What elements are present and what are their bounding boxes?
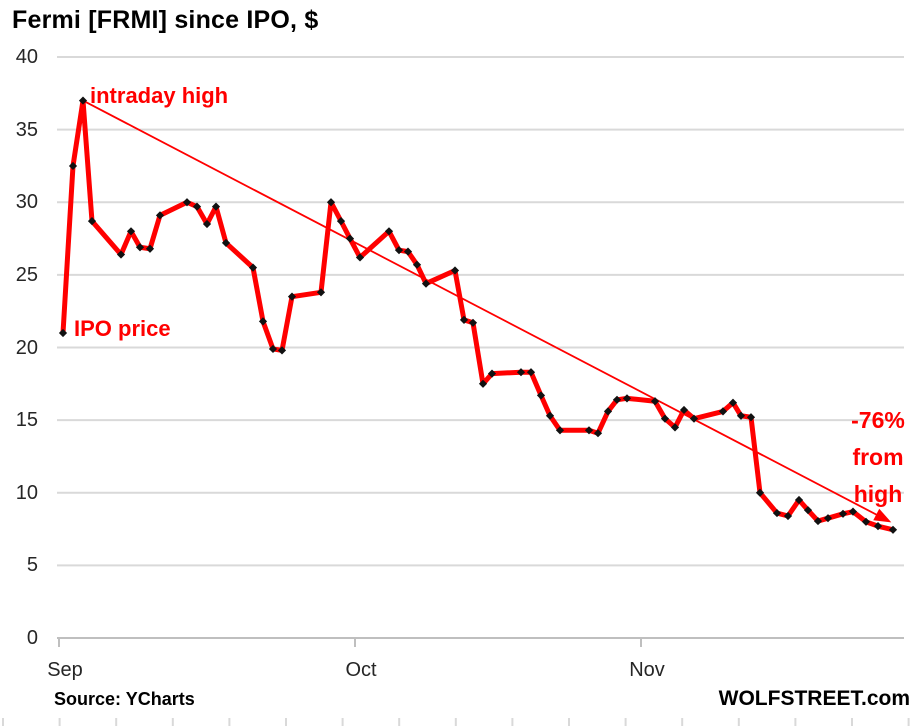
data-point-marker — [326, 198, 336, 207]
data-point-marker — [823, 514, 833, 523]
data-point-marker — [221, 238, 231, 248]
data-point-marker — [345, 234, 355, 243]
data-point-marker — [516, 368, 526, 377]
data-point-marker — [316, 288, 326, 297]
y-axis-label: 0 — [26, 627, 38, 649]
decline-high-line: high — [853, 481, 903, 507]
decline-from-line: from — [852, 444, 904, 470]
data-point-marker — [468, 318, 478, 327]
data-point-marker — [355, 253, 365, 262]
decline-pct-line: -76% — [851, 407, 905, 433]
y-axis-label: 5 — [26, 554, 38, 577]
data-point-marker — [772, 508, 782, 518]
data-point-marker — [873, 522, 883, 531]
price-line — [60, 98, 896, 533]
data-point-marker — [888, 525, 898, 534]
data-point-marker — [861, 517, 871, 526]
data-point-marker — [287, 292, 297, 301]
data-point-marker — [813, 516, 823, 526]
source-note: Source: YCharts — [54, 689, 195, 709]
data-point-marker — [126, 227, 136, 236]
data-point-marker — [277, 346, 287, 355]
y-axis-label: 20 — [15, 336, 38, 359]
data-point-marker — [116, 250, 126, 259]
data-point-marker — [182, 198, 192, 207]
data-point-marker — [211, 202, 221, 211]
x-axis-label: Sep — [47, 659, 83, 681]
data-point-marker — [403, 247, 413, 256]
data-point-marker — [78, 96, 88, 105]
wolfstreet-brand: WOLFSTREET.com — [718, 687, 910, 710]
data-point-marker — [670, 423, 680, 432]
data-point-marker — [145, 244, 155, 253]
data-point-marker — [794, 495, 804, 505]
chart-title: Fermi [FRMI] since IPO, $ — [12, 6, 319, 34]
y-axis-label: 35 — [15, 118, 38, 141]
data-point-marker — [155, 211, 165, 220]
ipo-price-annotation: IPO price — [74, 316, 171, 341]
data-point-marker — [58, 328, 68, 338]
data-point-marker — [412, 260, 422, 269]
data-point-marker — [87, 217, 97, 226]
data-point-marker — [803, 506, 813, 515]
y-axis-label: 40 — [15, 46, 38, 68]
data-point-marker — [584, 426, 594, 435]
data-point-marker — [394, 246, 404, 255]
data-point-marker — [202, 219, 212, 229]
decline-from-high-annotation: -76% from high — [841, 402, 915, 513]
data-point-marker — [68, 161, 78, 171]
y-axis-label: 30 — [15, 191, 38, 214]
data-point-marker — [478, 379, 488, 388]
x-axis-label: Oct — [345, 659, 377, 681]
trend-arrowhead — [873, 508, 892, 523]
x-axis-label: Nov — [629, 659, 665, 681]
data-point-marker — [487, 369, 497, 378]
data-point-marker — [421, 279, 431, 288]
data-point-marker — [135, 243, 145, 252]
data-point-marker — [450, 266, 460, 275]
y-axis-label: 10 — [15, 481, 38, 504]
data-point-marker — [838, 509, 848, 518]
data-point-marker — [593, 429, 603, 438]
data-point-marker — [783, 511, 793, 521]
y-axis-label: 15 — [15, 409, 38, 432]
data-point-marker — [555, 426, 565, 435]
data-point-marker — [848, 507, 858, 516]
intraday-high-annotation: intraday high — [90, 83, 229, 108]
data-point-marker — [459, 315, 469, 325]
y-axis-label: 25 — [15, 263, 38, 286]
trend-line — [82, 99, 887, 521]
data-point-marker — [192, 202, 202, 211]
